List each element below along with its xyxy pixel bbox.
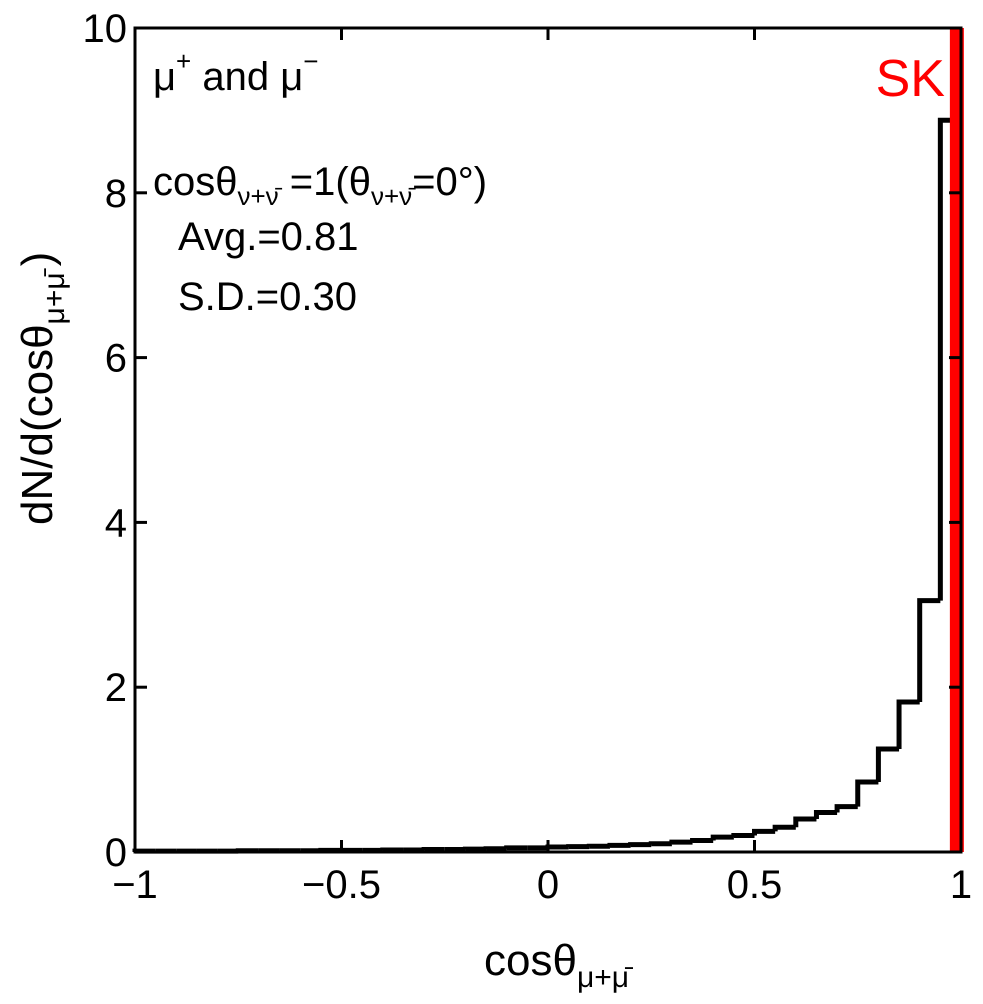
y-tick-label-2: 4 bbox=[105, 501, 127, 545]
sk-label: SK bbox=[876, 50, 946, 108]
hist-bin-37 bbox=[896, 699, 920, 749]
x-tick-label-0: −1 bbox=[112, 863, 158, 907]
hist-bin-30 bbox=[752, 828, 776, 836]
direction-a: cosθ bbox=[153, 160, 238, 204]
direction-b: =1(θ bbox=[279, 160, 371, 204]
x-axis-title: cosθμ+μ̄ bbox=[484, 936, 634, 994]
y-tick-label-0: 0 bbox=[105, 831, 127, 875]
hist-bin-31 bbox=[772, 824, 796, 832]
y-tick-label-3: 6 bbox=[105, 337, 127, 381]
y-axis-title-close: ) bbox=[13, 252, 62, 267]
y-tick-label-5: 10 bbox=[83, 7, 128, 51]
y-axis-title: dN/d(cosθμ+μ̄) bbox=[13, 252, 71, 525]
mu-symbol: μ bbox=[153, 55, 176, 99]
hist-bin-33 bbox=[813, 809, 838, 820]
x-axis-title-main: cosθ bbox=[484, 936, 577, 985]
direction-sub1: ν+ν̄ bbox=[238, 181, 283, 211]
hist-bin-34 bbox=[834, 804, 858, 813]
plus-superscript: + bbox=[176, 46, 191, 76]
hist-bin-35 bbox=[855, 779, 879, 807]
x-tick-label-1: −0.5 bbox=[302, 863, 381, 907]
hist-bin-24 bbox=[628, 842, 652, 848]
hist-bin-23 bbox=[607, 842, 631, 848]
x-tick-label-4: 1 bbox=[950, 863, 972, 907]
direction-sub2: ν+ν̄ bbox=[371, 181, 416, 211]
hist-bin-29 bbox=[731, 833, 755, 839]
x-tick-label-2: 0 bbox=[537, 863, 559, 907]
avg-annotation: Avg.=0.81 bbox=[178, 215, 359, 259]
y-axis-title-main: dN/d(cosθ bbox=[13, 324, 62, 525]
hist-bin-38 bbox=[917, 598, 941, 703]
y-axis-title-sub: μ+μ̄ bbox=[38, 267, 71, 324]
x-axis-title-sub: μ+μ̄ bbox=[577, 961, 634, 994]
hist-bin-18 bbox=[504, 845, 528, 851]
plot-frame bbox=[133, 26, 963, 854]
y-tick-label-1: 2 bbox=[105, 666, 127, 710]
direction-annotation: cosθν+ν̄ =1(θν+ν̄=0°) bbox=[153, 160, 487, 211]
hist-bin-32 bbox=[793, 816, 817, 828]
minus-superscript: − bbox=[303, 46, 318, 76]
hist-bin-27 bbox=[690, 837, 714, 843]
and-mu-text: and μ bbox=[191, 55, 303, 99]
direction-c: =0°) bbox=[412, 160, 487, 204]
hist-bin-25 bbox=[648, 841, 672, 847]
y-tick-label-4: 8 bbox=[105, 172, 127, 216]
hist-bin-20 bbox=[545, 844, 569, 850]
plot-layer bbox=[132, 28, 964, 854]
x-tick-label-3: 0.5 bbox=[727, 863, 783, 907]
hist-bin-36 bbox=[875, 746, 900, 782]
hist-bin-26 bbox=[669, 839, 693, 845]
sd-annotation: S.D.=0.30 bbox=[178, 275, 357, 319]
hist-bin-28 bbox=[710, 834, 734, 841]
particles-annotation: μ+ and μ− bbox=[153, 46, 318, 99]
